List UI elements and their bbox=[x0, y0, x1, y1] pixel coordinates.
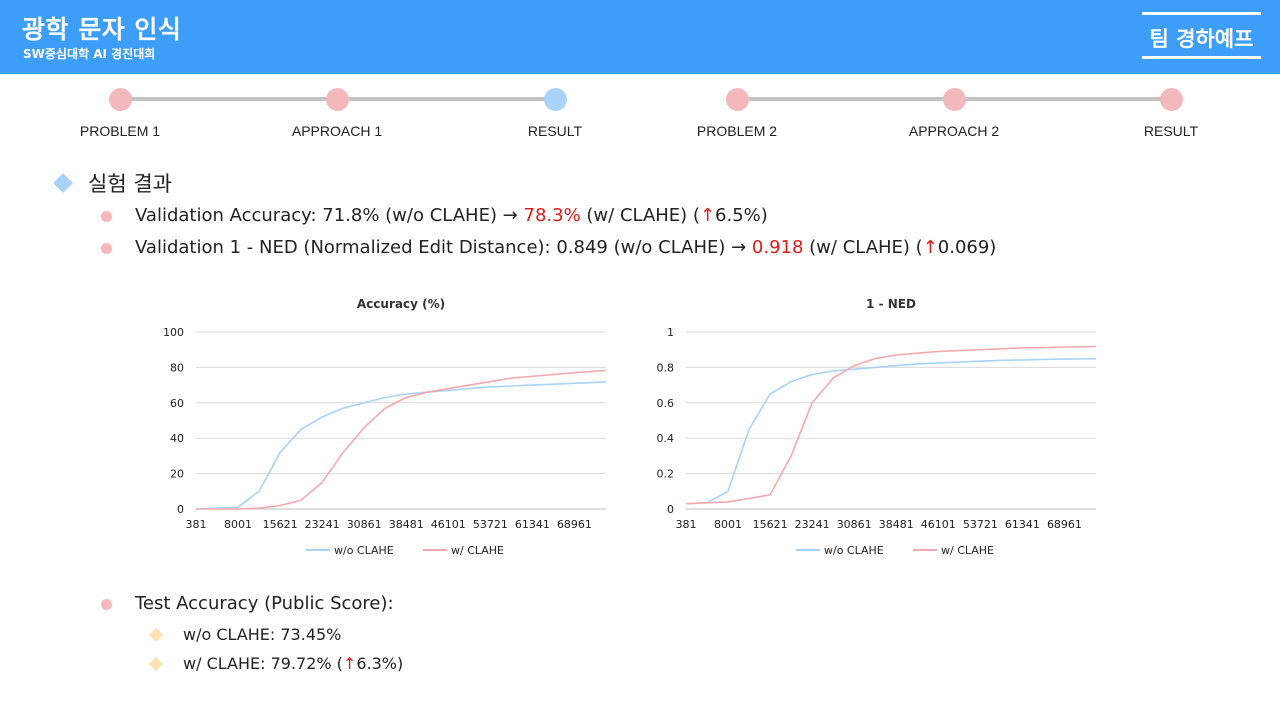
timeline-dot-approach-2[interactable] bbox=[943, 88, 966, 111]
timeline-label-problem-1[interactable]: PROBLEM 1 bbox=[79, 123, 161, 139]
chart-title: Accuracy (%) bbox=[357, 297, 445, 311]
x-tick-label: 8001 bbox=[714, 518, 742, 531]
section-diamond-icon bbox=[53, 173, 73, 193]
validation-ned-line: Validation 1 - NED (Normalized Edit Dist… bbox=[135, 237, 996, 258]
timeline-label-approach-1[interactable]: APPROACH 1 bbox=[291, 123, 383, 139]
y-tick-label: 0 bbox=[177, 503, 184, 516]
team-name: 팀 경하예프 bbox=[1149, 27, 1254, 51]
up-arrow-icon: ↑ bbox=[922, 237, 938, 258]
x-tick-label: 61341 bbox=[1005, 518, 1040, 531]
sub-bullet-diamond-icon bbox=[148, 627, 164, 643]
val-ned-middle: (w/ CLAHE) ( bbox=[803, 237, 923, 258]
x-tick-label: 381 bbox=[676, 518, 697, 531]
x-tick-label: 8001 bbox=[224, 518, 252, 531]
x-tick-label: 53721 bbox=[473, 518, 508, 531]
y-tick-label: 40 bbox=[170, 432, 184, 445]
test-with-prefix: w/ CLAHE: 79.72% ( bbox=[183, 654, 343, 673]
x-tick-label: 46101 bbox=[431, 518, 466, 531]
x-tick-label: 68961 bbox=[1047, 518, 1082, 531]
page-subtitle: SW중심대학 AI 경진대회 bbox=[23, 47, 156, 61]
up-arrow-icon: ↑ bbox=[699, 205, 716, 226]
x-tick-label: 23241 bbox=[305, 518, 340, 531]
timeline-dot-problem-1[interactable] bbox=[109, 88, 132, 111]
val-acc-value: 78.3% bbox=[523, 205, 581, 226]
x-tick-label: 61341 bbox=[515, 518, 550, 531]
val-ned-suffix: 0.069) bbox=[937, 237, 997, 258]
val-acc-suffix: 6.5%) bbox=[715, 205, 768, 226]
y-tick-label: 0.8 bbox=[657, 361, 675, 374]
section-title: 실험 결과 bbox=[88, 172, 172, 196]
legend-label: w/o CLAHE bbox=[824, 544, 884, 557]
test-without-clahe: w/o CLAHE: 73.45% bbox=[183, 625, 342, 644]
ned-chart: 1 - NED 0 0.2 0.4 0.6 0.8 1 381 8001 15621 23241 30… bbox=[657, 297, 1097, 557]
test-with-clahe: w/ CLAHE: 79.72% (↑6.3%) bbox=[183, 654, 403, 673]
y-tick-label: 1 bbox=[667, 326, 674, 339]
bullet-dot-icon bbox=[101, 211, 112, 222]
timeline-label-approach-2[interactable]: APPROACH 2 bbox=[908, 123, 1000, 139]
test-accuracy-title: Test Accuracy (Public Score): bbox=[135, 593, 394, 614]
legend-label: w/ CLAHE bbox=[451, 544, 504, 557]
x-tick-label: 38481 bbox=[879, 518, 914, 531]
y-tick-label: 80 bbox=[170, 361, 184, 374]
y-tick-label: 100 bbox=[163, 326, 184, 339]
timeline-dot-result-2[interactable] bbox=[1160, 88, 1183, 111]
y-tick-label: 0.6 bbox=[657, 397, 675, 410]
x-tick-label: 30861 bbox=[837, 518, 872, 531]
validation-accuracy-line: Validation Accuracy: 71.8% (w/o CLAHE) →… bbox=[135, 205, 768, 226]
chart-title: 1 - NED bbox=[866, 297, 916, 311]
x-tick-label: 38481 bbox=[389, 518, 424, 531]
series-line-wo-clahe bbox=[195, 381, 607, 510]
x-tick-label: 15621 bbox=[753, 518, 788, 531]
bullet-dot-icon bbox=[101, 243, 112, 254]
val-ned-prefix: Validation 1 - NED (Normalized Edit Dist… bbox=[135, 237, 752, 258]
timeline-dot-approach-1[interactable] bbox=[326, 88, 349, 111]
up-arrow-icon: ↑ bbox=[342, 654, 357, 673]
timeline-label-result-1[interactable]: RESULT bbox=[527, 123, 583, 139]
legend-label: w/o CLAHE bbox=[334, 544, 394, 557]
x-tick-label: 15621 bbox=[263, 518, 298, 531]
y-tick-label: 0.2 bbox=[657, 468, 675, 481]
legend-label: w/ CLAHE bbox=[941, 544, 994, 557]
series-line-w-clahe bbox=[685, 345, 1097, 505]
bullet-dot-icon bbox=[101, 599, 112, 610]
y-tick-label: 0 bbox=[667, 503, 674, 516]
accuracy-chart: Accuracy (%) 0 20 40 60 80 100 381 8001 15621 2324… bbox=[163, 297, 607, 557]
timeline-label-problem-2[interactable]: PROBLEM 2 bbox=[696, 123, 778, 139]
x-tick-label: 68961 bbox=[557, 518, 592, 531]
val-acc-prefix: Validation Accuracy: 71.8% (w/o CLAHE) → bbox=[135, 205, 524, 226]
timeline-dot-result-1[interactable] bbox=[544, 88, 567, 111]
x-tick-label: 381 bbox=[186, 518, 207, 531]
y-tick-label: 20 bbox=[170, 468, 184, 481]
team-badge: 팀 경하예프 bbox=[1142, 12, 1261, 59]
y-tick-label: 60 bbox=[170, 397, 184, 410]
series-line-wo-clahe bbox=[685, 357, 1097, 505]
sub-bullet-diamond-icon bbox=[148, 656, 164, 672]
y-tick-label: 0.4 bbox=[657, 432, 675, 445]
x-tick-label: 53721 bbox=[963, 518, 998, 531]
series-line-w-clahe bbox=[196, 369, 607, 510]
x-tick-label: 23241 bbox=[795, 518, 830, 531]
x-tick-label: 46101 bbox=[921, 518, 956, 531]
header-bar: 광학 문자 인식 SW중심대학 AI 경진대회 팀 경하예프 bbox=[0, 0, 1280, 74]
val-acc-middle: (w/ CLAHE) ( bbox=[580, 205, 700, 226]
timeline-label-result-2[interactable]: RESULT bbox=[1143, 123, 1199, 139]
val-ned-value: 0.918 bbox=[751, 237, 804, 258]
timeline-dot-problem-2[interactable] bbox=[726, 88, 749, 111]
test-with-suffix: 6.3%) bbox=[356, 654, 404, 673]
page-title: 광학 문자 인식 bbox=[22, 15, 182, 44]
x-tick-label: 30861 bbox=[347, 518, 382, 531]
